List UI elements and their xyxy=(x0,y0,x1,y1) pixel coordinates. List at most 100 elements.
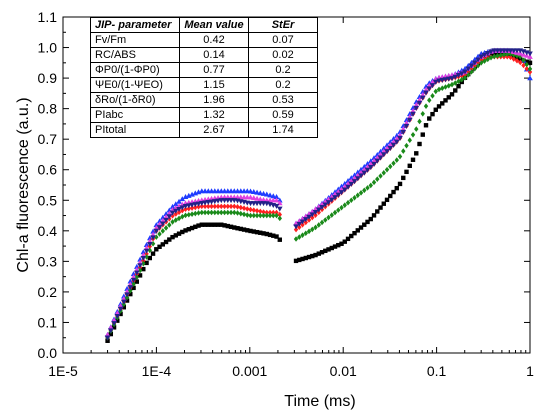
data-point xyxy=(293,236,299,242)
data-point xyxy=(336,207,341,213)
data-point xyxy=(212,222,217,227)
data-point xyxy=(355,228,360,233)
data-point xyxy=(384,166,390,173)
data-point xyxy=(189,205,195,211)
data-point xyxy=(433,88,438,95)
data-point xyxy=(319,205,325,211)
data-point xyxy=(300,232,305,238)
data-point xyxy=(267,209,273,216)
data-point xyxy=(199,209,204,216)
data-point xyxy=(374,158,381,164)
x-axis-title: Time (ms) xyxy=(284,393,355,410)
data-point xyxy=(196,210,201,216)
data-point xyxy=(325,200,332,206)
data-point xyxy=(527,51,533,57)
data-point xyxy=(478,54,485,60)
data-point xyxy=(410,105,416,111)
data-point xyxy=(468,63,475,69)
data-point xyxy=(199,222,204,227)
data-point xyxy=(261,209,266,215)
data-point xyxy=(248,228,253,234)
data-point xyxy=(361,170,368,176)
data-point xyxy=(436,86,442,93)
data-point xyxy=(524,65,529,72)
data-point xyxy=(440,101,445,106)
table-cell-parameter: RC/ABS xyxy=(90,47,180,63)
data-point xyxy=(482,58,487,64)
data-point xyxy=(445,76,452,82)
data-point xyxy=(144,254,149,260)
data-point xyxy=(427,116,432,121)
data-point xyxy=(527,75,533,81)
data-point xyxy=(511,56,516,62)
data-point xyxy=(105,338,110,343)
data-point xyxy=(462,69,468,75)
data-point xyxy=(341,187,348,193)
data-point xyxy=(199,203,204,210)
data-point xyxy=(335,192,342,198)
data-point xyxy=(371,161,377,167)
data-point xyxy=(273,203,280,209)
data-point xyxy=(397,181,403,187)
data-point xyxy=(238,226,243,232)
data-point xyxy=(400,129,407,135)
data-point xyxy=(329,245,334,251)
data-point xyxy=(277,215,282,222)
data-point xyxy=(271,209,276,216)
data-point xyxy=(267,212,273,219)
data-point xyxy=(332,244,338,249)
data-point xyxy=(183,228,188,233)
data-point xyxy=(117,306,124,312)
data-point xyxy=(235,210,240,216)
data-point xyxy=(134,270,140,276)
data-point xyxy=(404,169,409,175)
data-point xyxy=(267,232,273,238)
data-point xyxy=(140,249,147,255)
data-point xyxy=(202,200,208,206)
data-point xyxy=(345,199,351,206)
data-point xyxy=(384,149,390,155)
data-point xyxy=(167,222,172,228)
data-point xyxy=(160,221,166,227)
data-point xyxy=(362,187,367,194)
data-point xyxy=(423,103,429,109)
data-point xyxy=(514,57,520,64)
data-point xyxy=(300,221,305,228)
data-point xyxy=(381,201,386,206)
data-point xyxy=(397,129,403,135)
y-tick-label: 0.7 xyxy=(38,131,58,147)
data-point xyxy=(293,224,299,230)
data-point xyxy=(202,203,208,210)
data-marks xyxy=(104,47,533,343)
data-point xyxy=(310,253,315,259)
data-point xyxy=(264,231,269,237)
table-header-parameter: JIP- parameter xyxy=(90,17,180,33)
data-point xyxy=(442,77,449,83)
data-point xyxy=(439,77,446,83)
data-point xyxy=(368,182,373,189)
data-point xyxy=(232,225,237,230)
data-point xyxy=(309,212,316,218)
table-header-ster: StEr xyxy=(248,17,318,33)
data-point xyxy=(326,247,331,252)
data-point xyxy=(160,242,166,247)
table-cell-ster: 0.02 xyxy=(248,47,318,63)
data-point xyxy=(170,213,175,219)
data-point xyxy=(273,194,280,200)
data-point xyxy=(527,66,533,72)
table-cell-mean: 0.42 xyxy=(179,32,249,48)
data-point xyxy=(250,189,257,195)
data-point xyxy=(258,230,263,235)
data-point xyxy=(186,203,192,209)
data-point xyxy=(140,256,147,262)
data-point xyxy=(452,74,459,80)
data-point xyxy=(432,79,439,85)
table-cell-mean: 1.15 xyxy=(179,77,249,93)
data-point xyxy=(423,123,429,128)
data-point xyxy=(270,193,277,199)
data-point xyxy=(391,189,396,195)
y-tick-label: 1.0 xyxy=(38,40,58,56)
data-point xyxy=(108,331,114,337)
data-point xyxy=(247,194,254,200)
data-point xyxy=(407,137,412,144)
